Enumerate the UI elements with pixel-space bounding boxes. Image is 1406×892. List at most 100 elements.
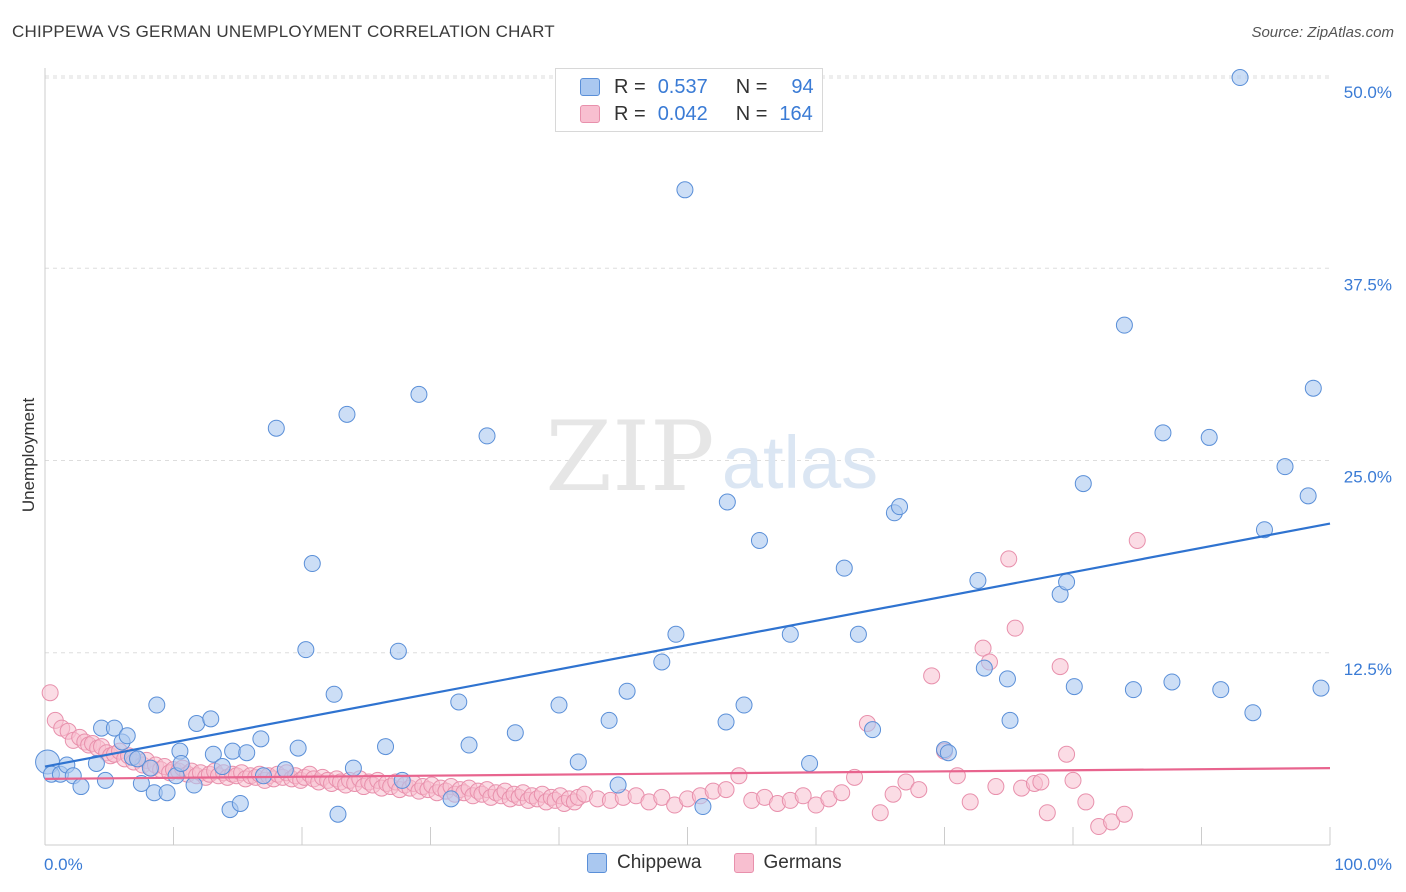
watermark: ZIP atlas: [545, 401, 878, 513]
chippewa-point: [1299, 487, 1317, 505]
chippewa-point: [1124, 681, 1142, 699]
germans-point: [653, 788, 671, 806]
germans-point: [1038, 804, 1056, 822]
chippewa-point: [1001, 711, 1019, 729]
chippewa-point: [254, 767, 272, 785]
legend-r-value: 0.042: [657, 102, 708, 125]
chippewa-point: [1255, 521, 1273, 539]
axes: [44, 68, 1331, 846]
chippewa-point: [1244, 704, 1262, 722]
watermark-zip: ZIP: [545, 401, 714, 513]
chippewa-point: [289, 739, 307, 757]
germans-point: [987, 778, 1005, 796]
legend-r-label: R =: [614, 75, 646, 98]
chippewa-point: [1065, 678, 1083, 696]
chippewa-point: [618, 682, 636, 700]
chippewa-point: [1163, 673, 1181, 691]
chippewa-point: [891, 498, 909, 516]
source-credit: Source: ZipAtlas.com: [1251, 24, 1394, 41]
chippewa-point: [975, 659, 993, 677]
chippewa-point: [653, 653, 671, 671]
chippewa-point: [569, 753, 587, 771]
chippewa-points: [35, 69, 1330, 823]
chippewa-point: [129, 750, 147, 768]
chippewa-point: [1312, 679, 1330, 697]
germans-point: [833, 784, 851, 802]
chippewa-point: [72, 778, 90, 796]
legend-n-label: N =: [735, 75, 768, 98]
chippewa-point: [238, 744, 256, 762]
legend-row-chippewa: R = 0.537 N = 94: [556, 73, 814, 101]
chippewa-point: [297, 641, 315, 659]
germans-point: [846, 768, 864, 786]
germans-point: [871, 804, 889, 822]
germans-point: [794, 787, 812, 805]
chippewa-point: [329, 805, 347, 823]
chippewa-point: [450, 693, 468, 711]
chippewa-point: [801, 754, 819, 772]
chippewa-point: [148, 696, 166, 714]
legend-label-germans: Germans: [763, 852, 842, 873]
chippewa-point: [185, 776, 203, 794]
chippewa-point: [96, 771, 114, 789]
chippewa-point: [204, 745, 222, 763]
chippewa-point: [158, 784, 176, 802]
chippewa-point: [188, 714, 206, 732]
y-axis-title: Unemployment: [19, 398, 38, 513]
chippewa-point: [325, 685, 343, 703]
germans-point: [1032, 773, 1050, 791]
chippewa-point: [717, 713, 735, 731]
legend-swatch-germans: [733, 853, 754, 873]
x-tick-label: 0.0%: [44, 855, 83, 874]
chippewa-point: [849, 625, 867, 643]
germans-point: [974, 639, 992, 657]
chippewa-point: [1212, 681, 1230, 699]
germans-point: [41, 684, 59, 702]
chippewa-point: [667, 625, 685, 643]
chippewa-point: [969, 571, 987, 589]
chippewa-point: [676, 181, 694, 199]
chippewa-point: [735, 696, 753, 714]
germans-point: [730, 767, 748, 785]
germans-trend-line: [44, 767, 1331, 780]
chippewa-point: [939, 744, 957, 762]
tick-labels: 12.5% 25.0% 37.5% 50.0% 0.0% 100.0%: [44, 83, 1392, 874]
chippewa-point: [864, 721, 882, 739]
series-legend: Chippewa Germans: [587, 852, 842, 874]
chippewa-point: [303, 555, 321, 573]
germans-points: [41, 531, 1146, 836]
y-tick-label: 50.0%: [1344, 83, 1392, 102]
chippewa-point: [1304, 379, 1322, 397]
trend-lines: [44, 522, 1331, 780]
chippewa-point: [835, 559, 853, 577]
chippewa-point: [389, 642, 407, 660]
germans-point: [1000, 550, 1018, 568]
germans-point: [1077, 793, 1095, 811]
chippewa-point: [224, 742, 242, 760]
chippewa-point: [1231, 69, 1249, 87]
chippewa-point: [609, 776, 627, 794]
legend-n-value: 94: [791, 75, 814, 98]
y-tick-label: 37.5%: [1344, 275, 1392, 294]
legend-n-value: 164: [779, 102, 813, 125]
germans-point: [717, 781, 735, 799]
chart-title: CHIPPEWA VS GERMAN UNEMPLOYMENT CORRELAT…: [12, 22, 555, 41]
legend-label-chippewa: Chippewa: [617, 852, 702, 873]
legend-row-germans: R = 0.042 N = 164: [556, 100, 813, 128]
germans-point: [1103, 813, 1121, 831]
chippewa-point: [694, 798, 712, 816]
chippewa-point: [718, 493, 736, 511]
chippewa-point: [172, 754, 190, 772]
germans-point: [923, 667, 941, 685]
germans-point: [961, 793, 979, 811]
chippewa-point: [1154, 424, 1172, 442]
y-tick-label: 25.0%: [1344, 468, 1392, 487]
germans-point: [1058, 745, 1076, 763]
chippewa-point: [1115, 316, 1133, 334]
germans-point: [1128, 531, 1146, 549]
germans-point: [910, 781, 928, 799]
correlation-legend: R = 0.537 N = 94 R = 0.042 N = 164: [555, 68, 823, 132]
legend-r-label: R =: [614, 102, 646, 125]
gridlines: [45, 75, 1330, 654]
y-tick-label: 12.5%: [1344, 660, 1392, 679]
